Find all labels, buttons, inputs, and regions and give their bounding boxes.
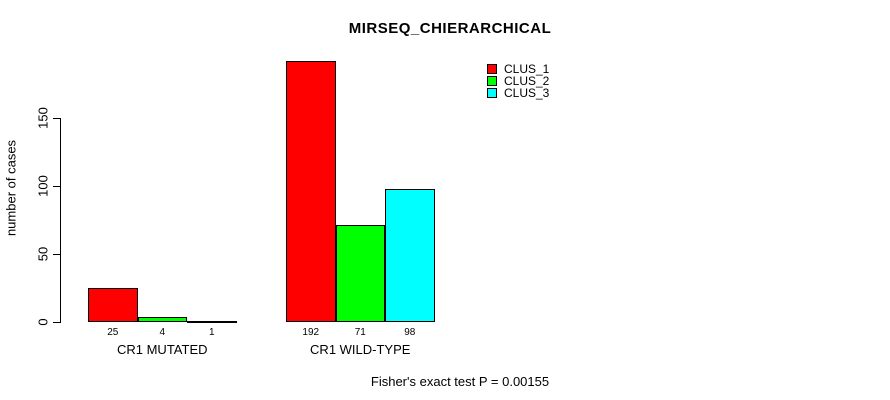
y-tick-label: 100 xyxy=(35,175,51,197)
bar-value-label: 192 xyxy=(302,327,320,338)
legend-item: CLUS_3 xyxy=(487,87,549,99)
bar-clus_1 xyxy=(88,288,138,322)
bar-value-label: 4 xyxy=(159,327,166,338)
legend-swatch-icon xyxy=(487,88,497,98)
legend-item: CLUS_1 xyxy=(487,63,549,75)
y-tick-label: 0 xyxy=(35,318,51,326)
y-tick-label: 50 xyxy=(35,246,51,262)
y-tick-mark xyxy=(53,254,61,255)
legend-label: CLUS_2 xyxy=(504,74,550,88)
y-axis-title: number of cases xyxy=(3,139,19,237)
category-label: CR1 WILD-TYPE xyxy=(310,342,411,357)
legend-label: CLUS_1 xyxy=(504,62,550,76)
y-tick-label: 150 xyxy=(35,107,51,129)
legend-swatch-icon xyxy=(487,64,497,74)
bar-value-label: 98 xyxy=(404,327,416,338)
legend: CLUS_1 CLUS_2 CLUS_3 xyxy=(487,63,549,99)
bar-clus_2 xyxy=(335,225,385,322)
chart-title: MIRSEQ_CHIERARCHICAL xyxy=(348,20,552,37)
bar-value-label: 1 xyxy=(208,327,215,338)
fisher-test-annotation: Fisher's exact test P = 0.00155 xyxy=(370,374,550,389)
bar-clus_3 xyxy=(385,188,435,322)
y-tick-mark xyxy=(53,186,61,187)
bar-value-label: 71 xyxy=(354,327,366,338)
y-tick-mark xyxy=(53,118,61,119)
legend-swatch-icon xyxy=(487,76,497,86)
bar-clus_2 xyxy=(137,316,187,322)
legend-label: CLUS_3 xyxy=(504,86,550,100)
y-axis-line xyxy=(60,118,61,323)
category-label: CR1 MUTATED xyxy=(116,342,208,357)
bar-value-label: 25 xyxy=(107,327,119,338)
bar-clus_3 xyxy=(187,320,237,323)
y-tick-mark xyxy=(53,322,61,323)
bar-clus_1 xyxy=(286,60,336,322)
legend-item: CLUS_2 xyxy=(487,75,549,87)
